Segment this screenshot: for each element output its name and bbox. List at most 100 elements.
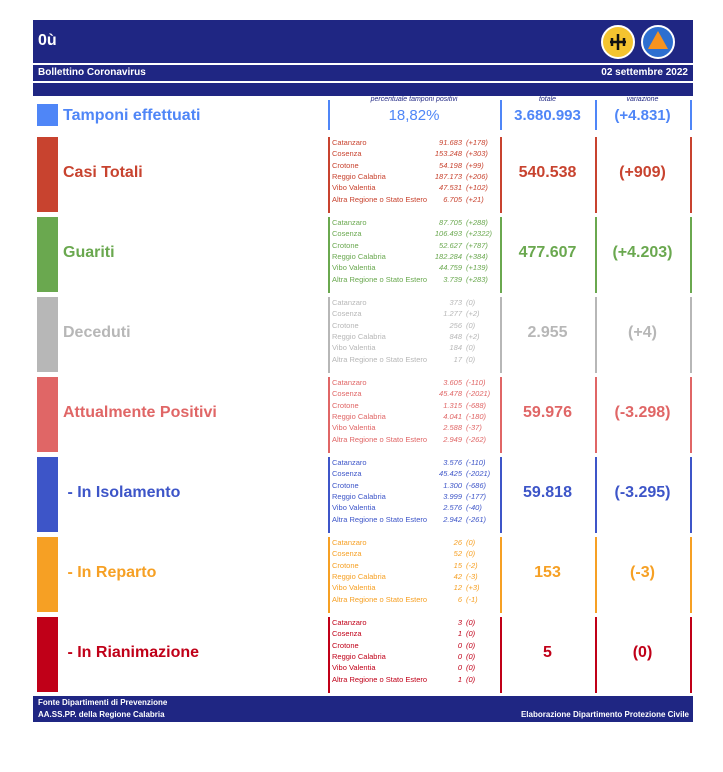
province: Altra Regione o Stato Estero xyxy=(332,274,428,284)
province-value: 3.999 xyxy=(443,491,462,501)
province: Cosenza xyxy=(332,309,362,319)
province: Vibo Valentia xyxy=(332,183,376,193)
province-value: 52.627 xyxy=(439,240,462,250)
province-change: (0) xyxy=(466,663,476,673)
province-change: (+102) xyxy=(466,183,488,193)
divider xyxy=(33,63,693,65)
province-change: (+2) xyxy=(466,309,480,319)
separator xyxy=(328,617,330,693)
province: Reggio Calabria xyxy=(332,171,386,181)
province-change: (-2021) xyxy=(466,469,491,479)
separator xyxy=(500,100,502,130)
separator xyxy=(690,297,692,373)
province-value: 3.576 xyxy=(443,458,462,467)
province-value: 12 xyxy=(453,583,462,593)
province-value: 184 xyxy=(449,343,462,353)
color-bar xyxy=(37,104,58,126)
province-change: (+303) xyxy=(466,149,488,159)
province: Crotone xyxy=(332,400,359,410)
section-label: Attualmente Positivi xyxy=(63,404,217,421)
total: 59.976 xyxy=(523,404,572,421)
province-value: 3.605 xyxy=(443,378,462,387)
province: Altra Regione o Stato Estero xyxy=(332,594,428,604)
province: Catanzaro xyxy=(332,618,367,627)
province-change: (-40) xyxy=(466,503,482,513)
separator xyxy=(595,100,597,130)
separator xyxy=(328,457,330,533)
province-change: (+283) xyxy=(466,274,488,284)
province-change: (-177) xyxy=(466,491,487,501)
province-change: (-110) xyxy=(466,378,486,387)
province-change: (+99) xyxy=(466,160,484,170)
province-change: (-3) xyxy=(466,571,478,581)
total: 5 xyxy=(543,644,552,661)
section-label: Guariti xyxy=(63,244,115,261)
province: Altra Regione o Stato Estero xyxy=(332,194,428,204)
province-change: (0) xyxy=(466,629,476,639)
province-change: (+206) xyxy=(466,171,488,181)
province: Catanzaro xyxy=(332,378,367,387)
province-change: (-688) xyxy=(466,400,487,410)
province-value: 2.942 xyxy=(443,514,462,524)
province: Cosenza xyxy=(332,549,362,559)
total: 477.607 xyxy=(518,244,577,261)
province-value: 26 xyxy=(453,538,462,547)
change: (-3.298) xyxy=(614,404,671,421)
province-change: (+178) xyxy=(466,138,488,147)
province-value: 2.949 xyxy=(443,434,462,444)
province: Catanzaro xyxy=(332,538,367,547)
province: Cosenza xyxy=(332,469,362,479)
province: Reggio Calabria xyxy=(332,251,386,261)
section-label: - In Rianimazione xyxy=(63,644,200,661)
change: (-3.295) xyxy=(614,484,671,501)
row-label: Tamponi effettuati xyxy=(63,107,201,124)
change: (+4.203) xyxy=(612,244,673,261)
separator xyxy=(595,297,597,373)
province: Catanzaro xyxy=(332,218,367,227)
separator xyxy=(690,377,692,453)
separator xyxy=(500,457,502,533)
color-bar xyxy=(37,377,58,452)
province: Cosenza xyxy=(332,389,362,399)
province-value: 17 xyxy=(453,354,462,364)
province: Cosenza xyxy=(332,629,362,639)
province-value: 6 xyxy=(457,594,462,604)
separator xyxy=(500,377,502,453)
province-value: 1.300 xyxy=(443,480,462,490)
color-bar xyxy=(37,537,58,612)
province-change: (+787) xyxy=(466,240,488,250)
province-value: 2.576 xyxy=(443,503,462,513)
province-change: (-686) xyxy=(466,480,487,490)
province: Altra Regione o Stato Estero xyxy=(332,434,428,444)
province: Altra Regione o Stato Estero xyxy=(332,354,428,364)
province-change: (0) xyxy=(466,549,476,559)
province-change: (-262) xyxy=(466,434,487,444)
province-value: 47.531 xyxy=(439,183,462,193)
province: Reggio Calabria xyxy=(332,331,386,341)
province-change: (+139) xyxy=(466,263,488,273)
province-change: (-1) xyxy=(466,594,478,604)
province-change: (-110) xyxy=(466,458,486,467)
province-value: 45.425 xyxy=(439,469,462,479)
province-change: (+384) xyxy=(466,251,488,261)
province: Vibo Valentia xyxy=(332,343,376,353)
province-value: 15 xyxy=(453,560,462,570)
province: Crotone xyxy=(332,320,359,330)
province: Crotone xyxy=(332,160,359,170)
change: (0) xyxy=(632,644,653,661)
province-value: 848 xyxy=(449,331,462,341)
separator xyxy=(328,100,330,130)
province-change: (+288) xyxy=(466,218,488,227)
separator xyxy=(690,617,692,693)
province-value: 182.284 xyxy=(434,251,462,261)
province-change: (-2) xyxy=(466,560,478,570)
separator xyxy=(690,537,692,613)
footer-credit: Elaborazione Dipartimento Protezione Civ… xyxy=(520,710,689,719)
total: 153 xyxy=(534,564,561,581)
value: 3.680.993 xyxy=(514,107,581,124)
province-value: 3.739 xyxy=(443,274,462,284)
separator xyxy=(328,137,330,213)
province-change: (0) xyxy=(466,674,476,684)
province: Vibo Valentia xyxy=(332,663,376,673)
province-value: 0 xyxy=(457,640,462,650)
